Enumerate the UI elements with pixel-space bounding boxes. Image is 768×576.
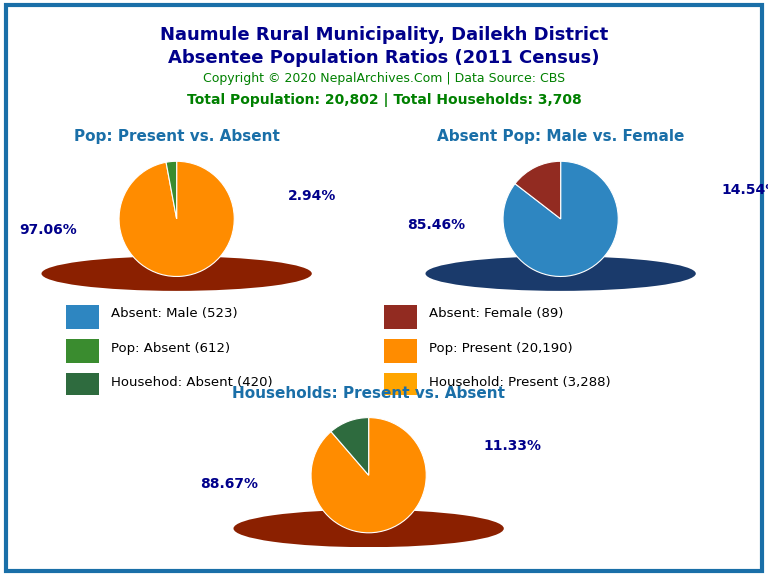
Text: Absentee Population Ratios (2011 Census): Absentee Population Ratios (2011 Census)	[168, 49, 600, 67]
Text: Household: Present (3,288): Household: Present (3,288)	[429, 376, 611, 389]
FancyBboxPatch shape	[384, 305, 417, 329]
Text: 85.46%: 85.46%	[407, 218, 465, 232]
FancyBboxPatch shape	[66, 305, 99, 329]
Text: Absent: Female (89): Absent: Female (89)	[429, 308, 563, 320]
Text: Total Population: 20,802 | Total Households: 3,708: Total Population: 20,802 | Total Househo…	[187, 93, 581, 107]
Text: 88.67%: 88.67%	[200, 477, 258, 491]
FancyBboxPatch shape	[384, 373, 417, 397]
Text: Pop: Absent (612): Pop: Absent (612)	[111, 342, 230, 355]
FancyBboxPatch shape	[66, 339, 99, 363]
Title: Pop: Present vs. Absent: Pop: Present vs. Absent	[74, 130, 280, 145]
Text: 97.06%: 97.06%	[19, 223, 77, 237]
Text: Absent: Male (523): Absent: Male (523)	[111, 308, 237, 320]
Wedge shape	[166, 161, 177, 219]
Text: Naumule Rural Municipality, Dailekh District: Naumule Rural Municipality, Dailekh Dist…	[160, 26, 608, 44]
Title: Absent Pop: Male vs. Female: Absent Pop: Male vs. Female	[437, 130, 684, 145]
Wedge shape	[515, 161, 561, 219]
Ellipse shape	[425, 256, 696, 291]
Text: Househod: Absent (420): Househod: Absent (420)	[111, 376, 273, 389]
Text: 2.94%: 2.94%	[288, 189, 336, 203]
Text: Copyright © 2020 NepalArchives.Com | Data Source: CBS: Copyright © 2020 NepalArchives.Com | Dat…	[203, 72, 565, 85]
Ellipse shape	[233, 510, 504, 547]
Wedge shape	[331, 418, 369, 475]
Text: Pop: Present (20,190): Pop: Present (20,190)	[429, 342, 573, 355]
FancyBboxPatch shape	[66, 373, 99, 397]
Text: 11.33%: 11.33%	[484, 439, 542, 453]
Title: Households: Present vs. Absent: Households: Present vs. Absent	[232, 386, 505, 401]
Text: 14.54%: 14.54%	[722, 183, 768, 197]
Wedge shape	[119, 161, 234, 276]
Wedge shape	[311, 418, 426, 533]
Ellipse shape	[41, 256, 312, 291]
FancyBboxPatch shape	[384, 339, 417, 363]
Wedge shape	[503, 161, 618, 276]
